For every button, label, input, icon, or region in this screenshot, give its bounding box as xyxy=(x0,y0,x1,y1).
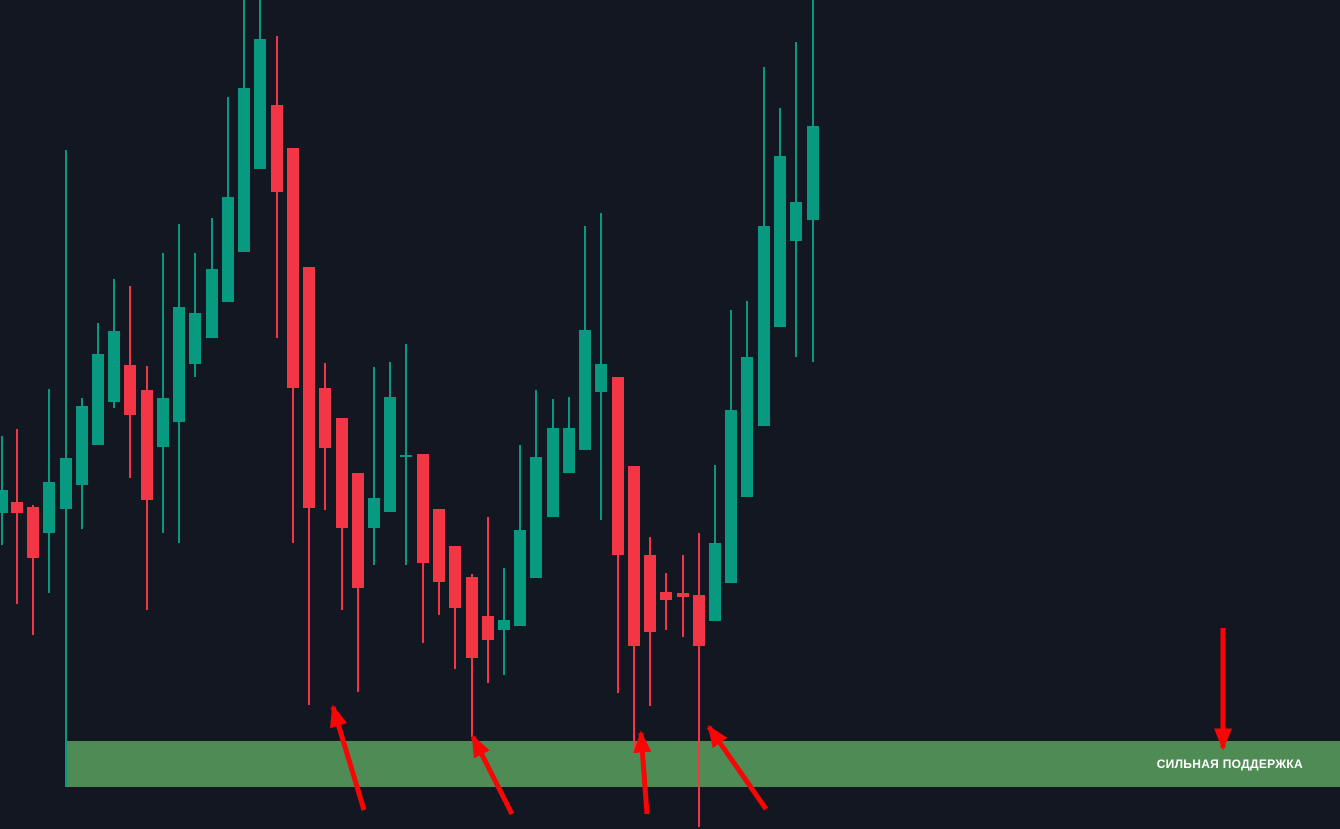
candle-body xyxy=(547,428,559,517)
candle-body xyxy=(43,482,55,533)
candle-wick xyxy=(795,42,797,357)
candle-body xyxy=(790,202,802,241)
candle-wick xyxy=(16,429,18,604)
candle-body xyxy=(725,410,737,583)
candle-body xyxy=(157,398,169,447)
candle-body xyxy=(189,313,201,364)
candle-wick xyxy=(32,505,34,635)
candle-body xyxy=(11,502,23,513)
candle-body xyxy=(628,466,640,646)
candle-body xyxy=(76,406,88,485)
candle-body xyxy=(579,330,591,450)
candle-body xyxy=(514,530,526,626)
candle-body xyxy=(417,454,429,563)
candle-body xyxy=(222,197,234,302)
candle-body xyxy=(206,269,218,338)
candle-body xyxy=(384,397,396,512)
candle-body xyxy=(530,457,542,578)
candle-body xyxy=(238,88,250,252)
candle-body xyxy=(141,390,153,500)
candle-body xyxy=(758,226,770,426)
candle-body xyxy=(807,126,819,220)
support-zone-label: СИЛЬНАЯ ПОДДЕРЖКА xyxy=(1156,757,1303,771)
candle-body xyxy=(60,458,72,509)
candle-body xyxy=(660,592,672,600)
candle-body xyxy=(677,593,689,597)
candle-body xyxy=(27,507,39,558)
candle-body xyxy=(741,357,753,497)
candle-wick xyxy=(487,517,489,683)
candle-body xyxy=(254,39,266,169)
candle-body xyxy=(92,354,104,445)
candle-body xyxy=(563,428,575,473)
candle-body xyxy=(466,577,478,658)
candle-body xyxy=(173,307,185,422)
candle-body xyxy=(612,377,624,555)
candle-body xyxy=(108,331,120,402)
candle-body xyxy=(693,595,705,646)
candle-body xyxy=(709,543,721,621)
candle-body xyxy=(449,546,461,608)
candle-wick xyxy=(665,573,667,630)
candle-body xyxy=(498,620,510,630)
candle-body xyxy=(433,509,445,582)
candle-body xyxy=(482,616,494,640)
candle-body xyxy=(644,555,656,632)
candle-body xyxy=(0,490,8,513)
candle-wick xyxy=(162,253,164,533)
candle-wick xyxy=(405,344,407,565)
candle-body xyxy=(595,364,607,392)
candle-body xyxy=(336,418,348,528)
candle-body xyxy=(368,498,380,528)
candle-wick xyxy=(373,367,375,565)
candle-body xyxy=(319,388,331,448)
candle-body xyxy=(271,105,283,192)
candle-body xyxy=(303,267,315,508)
candle-body xyxy=(352,473,364,588)
candle-body xyxy=(400,455,412,457)
candle-body xyxy=(774,156,786,327)
support-zone: СИЛЬНАЯ ПОДДЕРЖКА xyxy=(66,741,1340,787)
candle-body xyxy=(124,365,136,415)
candle-body xyxy=(287,148,299,388)
candle-wick xyxy=(698,533,700,827)
